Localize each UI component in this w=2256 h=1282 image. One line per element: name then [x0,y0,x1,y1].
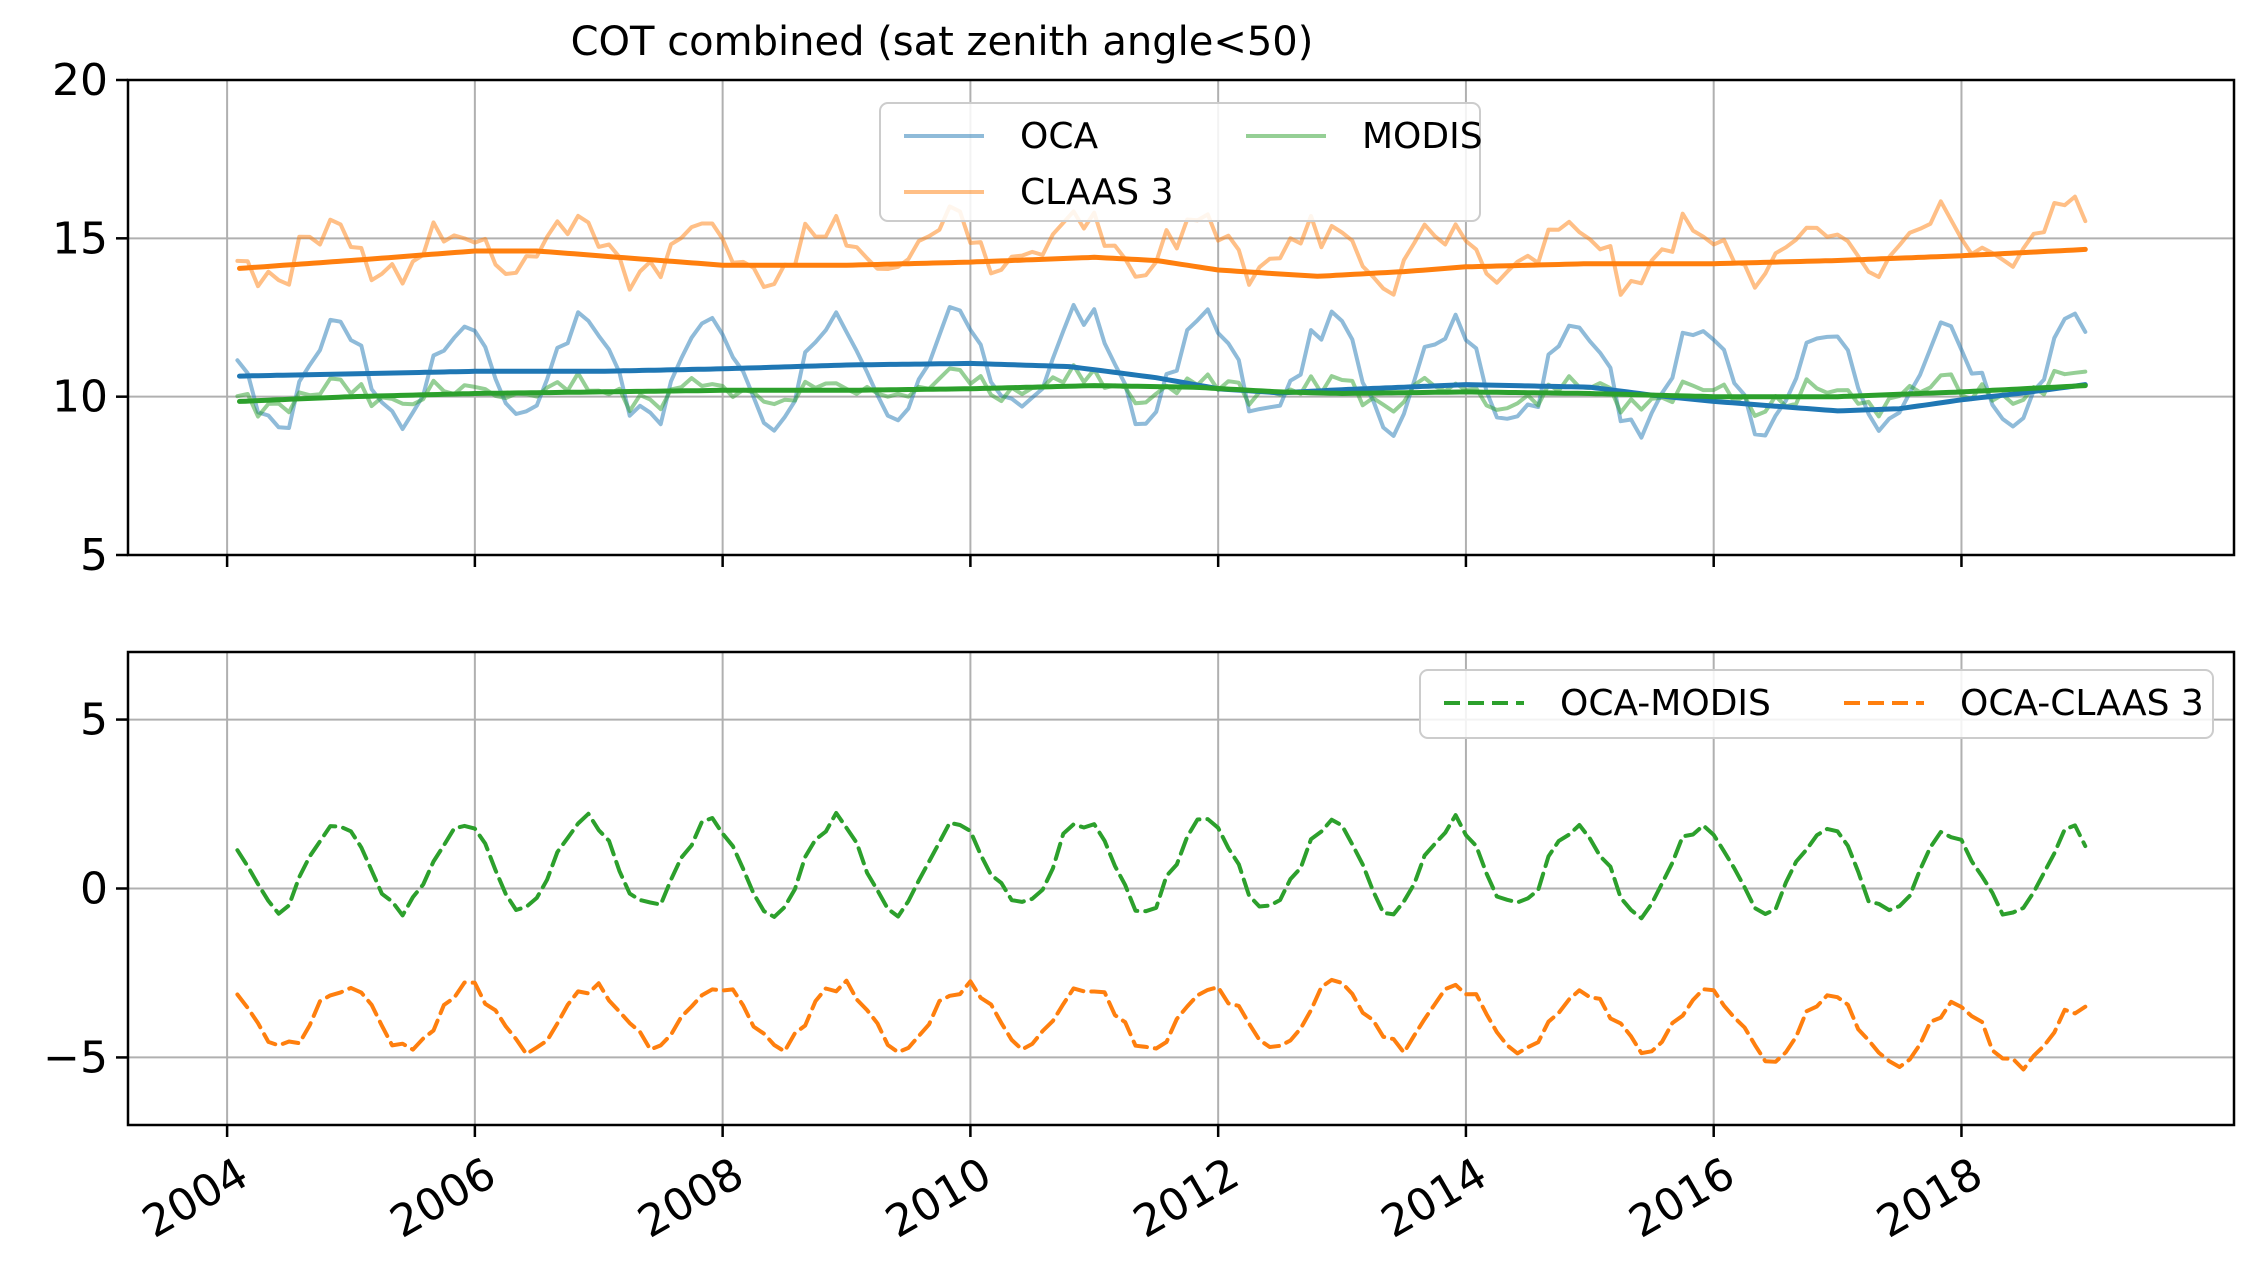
bottom-y-tick-label: 0 [80,864,108,915]
x-tick-label: 2018 [1868,1148,1990,1248]
top-panel: COT combined (sat zenith angle<50) 5 10 15… [52,19,2236,581]
oca-line [235,303,2088,440]
x-tick-label: 2014 [1373,1148,1495,1248]
claas-trend-line [237,246,2088,279]
legend-label: OCA-MODIS [1560,683,1771,724]
x-tick-label: 2006 [382,1148,504,1248]
legend-label: MODIS [1362,116,1483,157]
bottom-series-group [235,811,2088,1072]
oca-modis-line [235,811,2088,921]
oca-trend-line [237,360,2088,414]
bottom-panel: −5 0 5 OCA-MODIS OCA-CLAAS 3 [43,650,2236,1137]
x-tick-label: 2010 [877,1148,999,1248]
bottom-legend: OCA-MODIS OCA-CLAAS 3 [1419,669,2214,739]
legend-label: CLAAS 3 [1020,172,1173,213]
bottom-y-tick-label: −5 [43,1032,108,1083]
top-legend: OCA CLAAS 3 MODIS [879,102,1483,222]
legend-label: OCA-CLAAS 3 [1960,683,2204,724]
top-series-group [235,194,2088,440]
x-tick-labels: 2004 2006 2008 2010 2012 2014 2016 2018 [134,1148,1991,1248]
top-y-tick-label: 10 [52,372,108,423]
top-y-tick-label: 5 [80,530,108,581]
x-tick-label: 2008 [630,1148,752,1248]
top-axes-frame [126,78,2236,557]
claas-line [235,194,2088,297]
top-ticks: 5 10 15 20 [52,55,1963,581]
bottom-ticks: −5 0 5 [43,695,1963,1137]
x-tick-label: 2016 [1621,1148,1743,1248]
legend-label: OCA [1020,116,1098,157]
oca-claas-line [235,977,2088,1072]
top-y-tick-label: 15 [52,213,108,264]
legend-box [879,102,1481,222]
top-y-tick-label: 20 [52,55,108,106]
modis-trend-line [237,383,2088,404]
legend-box [1419,669,2214,739]
chart-title: COT combined (sat zenith angle<50) [571,19,1314,65]
bottom-y-tick-label: 5 [80,695,108,746]
x-tick-label: 2012 [1125,1148,1247,1248]
x-tick-label: 2004 [134,1148,256,1248]
